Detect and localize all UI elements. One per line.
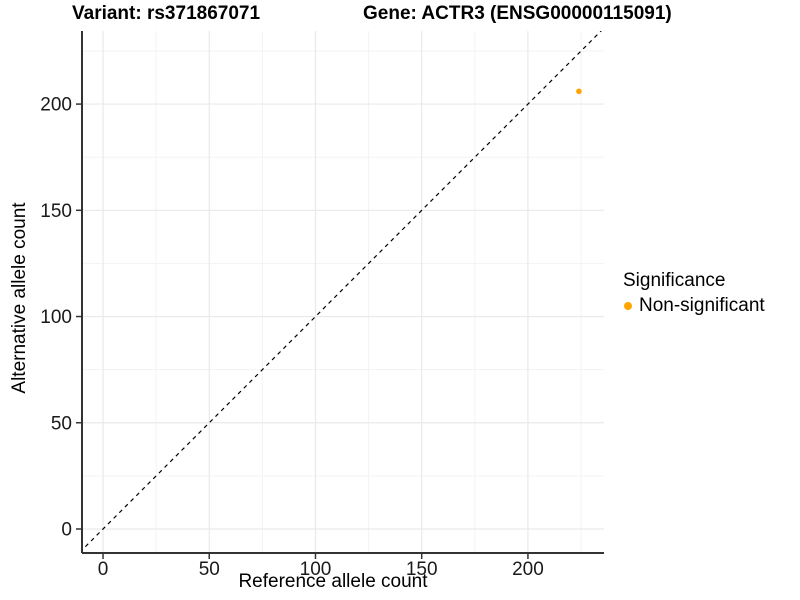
y-tick-label: 50 <box>51 413 72 434</box>
non-significant-point-icon <box>624 302 632 310</box>
variant-title: Variant: rs371867071 <box>72 3 261 24</box>
data-point <box>576 88 582 95</box>
x-tick-label: 50 <box>199 559 220 580</box>
legend-item-label: Non-significant <box>639 295 765 316</box>
y-tick-label: 200 <box>40 95 72 116</box>
legend-title: Significance <box>623 270 726 291</box>
legend-item-non-significant: Non-significant <box>623 295 765 317</box>
legend: Significance Non-significant <box>623 270 765 317</box>
gene-title: Gene: ACTR3 (ENSG00000115091) <box>363 3 672 24</box>
identity-reference-line <box>82 31 602 551</box>
y-tick-label: 100 <box>40 307 72 328</box>
x-tick-label: 0 <box>98 559 109 580</box>
y-tick-label: 0 <box>61 519 72 540</box>
x-tick-label: 200 <box>512 559 544 580</box>
y-tick-label: 150 <box>40 201 72 222</box>
x-tick-label: 100 <box>300 559 332 580</box>
x-tick-label: 150 <box>406 559 438 580</box>
y-axis-title: Alternative allele count <box>9 202 30 394</box>
x-axis-title: Reference allele count <box>238 571 428 592</box>
